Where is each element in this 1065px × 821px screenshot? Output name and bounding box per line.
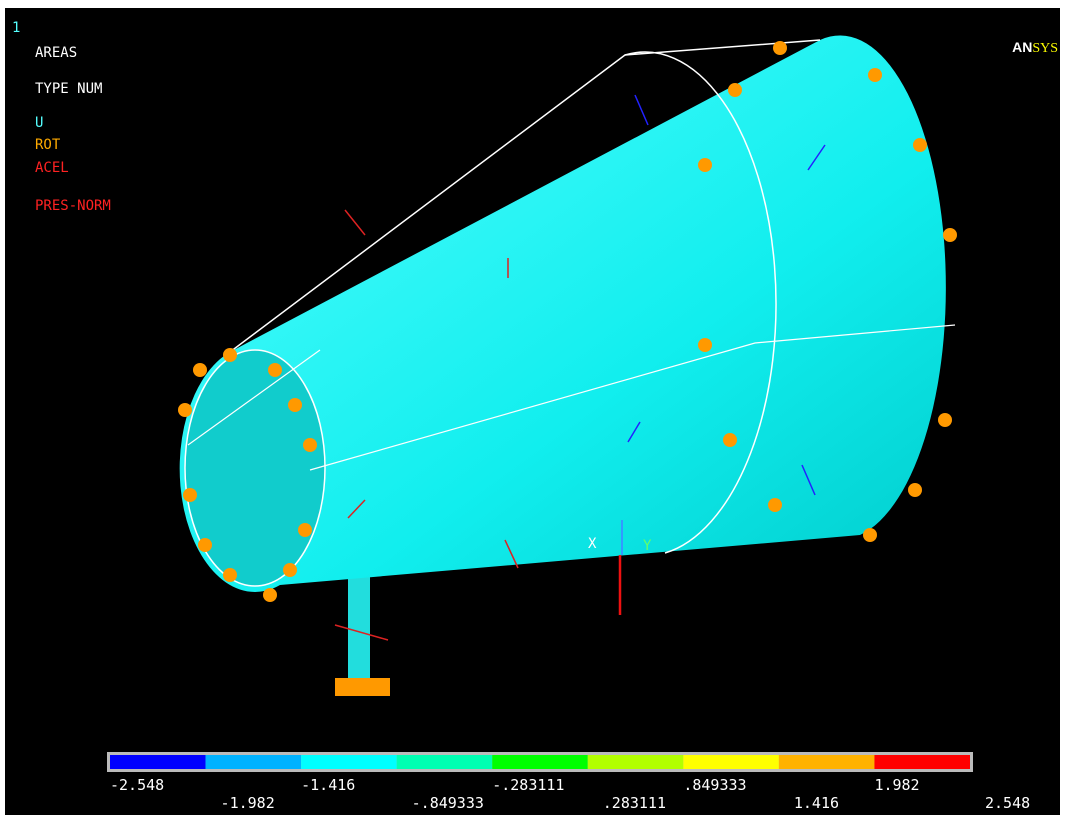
- bar-label: 1.416: [794, 794, 839, 812]
- bar-label: -2.548: [110, 776, 164, 794]
- bar-segment: [492, 755, 588, 769]
- bar-label: -.849333: [412, 794, 484, 812]
- bar-label: .849333: [683, 776, 746, 794]
- bar-segment: [301, 755, 397, 769]
- bar-segment: [779, 755, 875, 769]
- legend-item: ACEL: [35, 160, 69, 176]
- triad-y: Y: [643, 538, 652, 554]
- bar-label: -.283111: [492, 776, 564, 794]
- bar-label: 2.548: [985, 794, 1030, 812]
- bar-label: -1.416: [301, 776, 355, 794]
- window-number: 1: [12, 20, 20, 36]
- legend-item: U: [35, 115, 43, 131]
- bar-label: 1.982: [874, 776, 919, 794]
- bar-segment: [110, 755, 206, 769]
- bar-label: -1.982: [221, 794, 275, 812]
- legend-item: PRES-NORM: [35, 198, 111, 214]
- bar-segment: [397, 755, 493, 769]
- legend-item: TYPE NUM: [35, 81, 102, 97]
- bar-segment: [874, 755, 970, 769]
- screen: 1 AREAS TYPE NUM U ROT ACEL PRES-NORM ANSYS X…: [0, 0, 1065, 821]
- legend-item: ROT: [35, 137, 61, 153]
- legend-item: AREAS: [35, 45, 77, 61]
- logo-part: SYS: [1032, 41, 1058, 56]
- bar-segment: [588, 755, 684, 769]
- logo: ANSYS: [1012, 39, 1058, 56]
- triad-x: X: [588, 536, 597, 552]
- bar-label: .283111: [603, 794, 666, 812]
- bar-segment: [206, 755, 302, 769]
- logo-part: AN: [1012, 39, 1032, 55]
- bar-segment: [683, 755, 779, 769]
